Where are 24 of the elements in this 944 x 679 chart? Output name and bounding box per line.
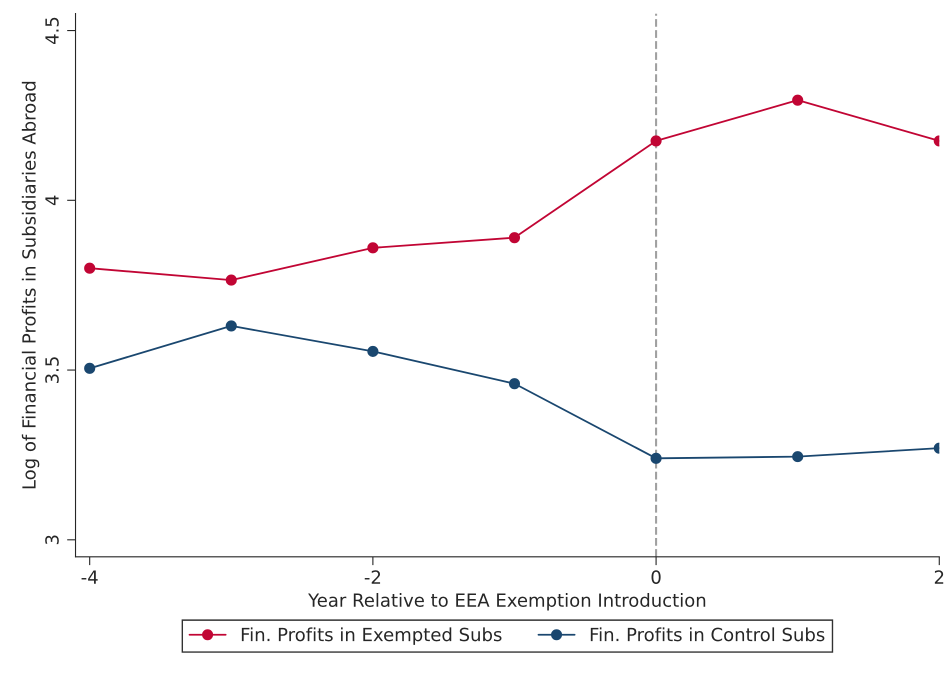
point	[792, 94, 804, 106]
x-tick-label: 2	[934, 570, 944, 584]
y-tick-label: 4	[45, 196, 59, 206]
x-tick-label: -4	[82, 570, 98, 584]
point	[367, 346, 378, 357]
x-tick-label: 0	[652, 570, 661, 584]
x-axis-title: Year Relative to EEA Exemption Introduction	[308, 593, 706, 610]
legend-label: Fin. Profits in Control Subs	[590, 627, 824, 642]
y-tick-label: 3.5	[45, 357, 59, 384]
point	[84, 362, 96, 374]
y-tick-label: 4.5	[45, 18, 59, 44]
point	[792, 451, 804, 462]
x-tick-label: -2	[364, 570, 380, 584]
point	[226, 320, 237, 332]
legend-label: Fin. Profits in Exempted Subs	[242, 627, 502, 645]
point	[650, 135, 662, 146]
y-tick-label: 3	[45, 536, 59, 544]
point	[508, 232, 520, 244]
point	[508, 378, 520, 390]
point	[84, 262, 96, 274]
y-axis-title: Log of Financial Profits in Subsidiaries Abroad	[22, 82, 40, 488]
point	[650, 452, 662, 464]
point	[367, 242, 378, 254]
point	[226, 274, 237, 286]
